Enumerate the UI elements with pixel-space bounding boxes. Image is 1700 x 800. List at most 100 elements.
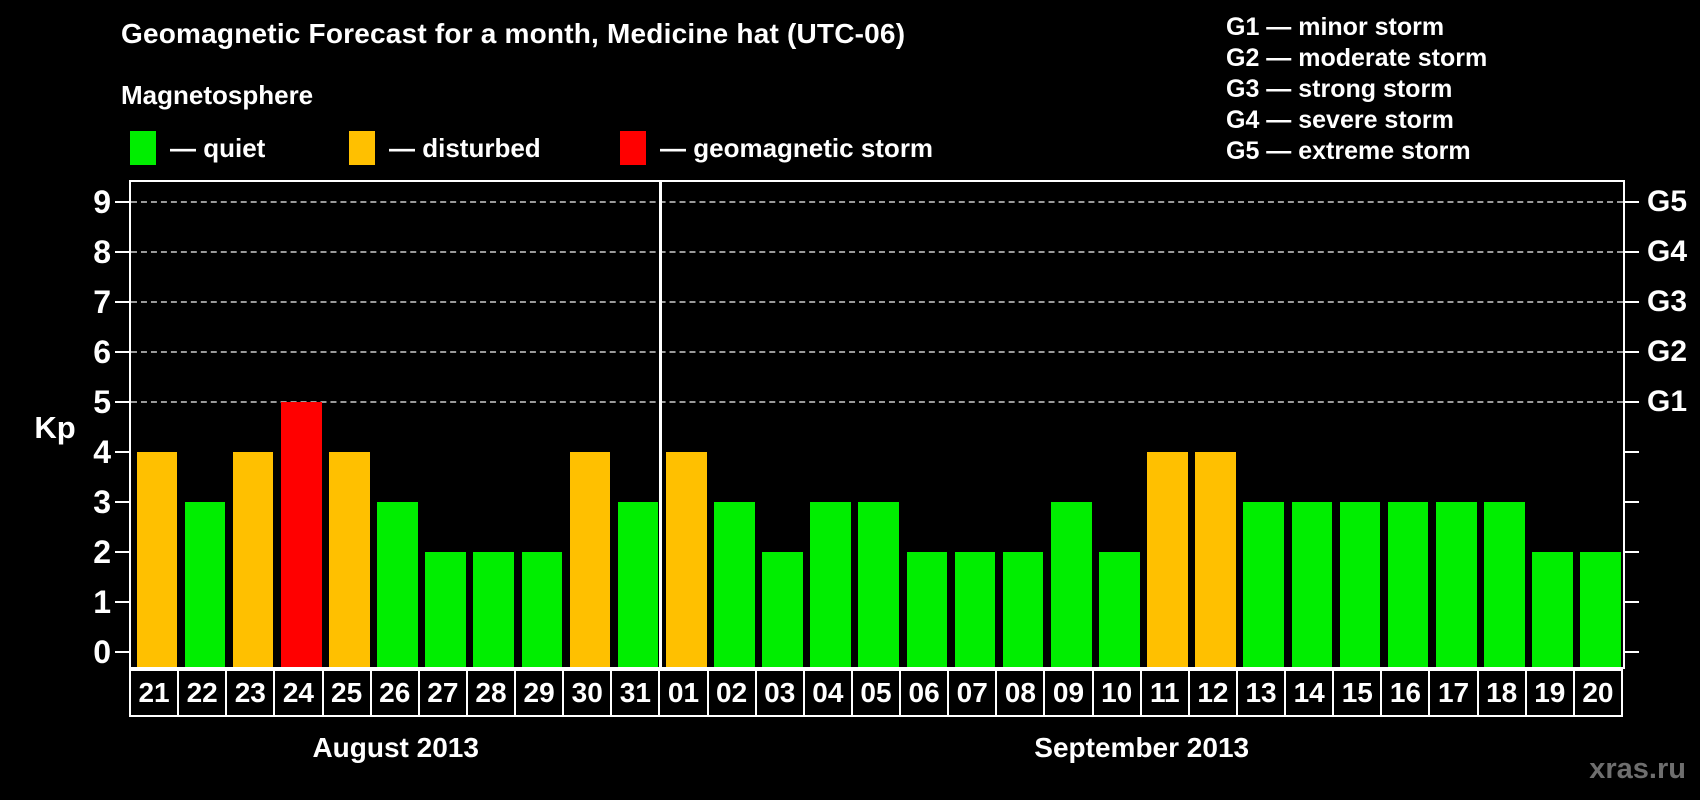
magnetosphere-label: Magnetosphere <box>121 80 314 110</box>
day-label: 02 <box>706 669 757 717</box>
day-label: 28 <box>465 669 517 717</box>
day-label: 20 <box>1572 669 1623 717</box>
legend-item-quiet: — quiet <box>130 131 265 165</box>
kp-bar-27 <box>425 552 466 667</box>
day-label: 07 <box>947 669 998 717</box>
day-label: 22 <box>177 669 228 717</box>
y-tick-label: 0 <box>93 634 111 670</box>
g-level-label: G3 <box>1647 285 1688 318</box>
kp-6-gridline <box>131 351 1623 353</box>
kp-bar-08 <box>1002 552 1044 667</box>
y-axis-tick <box>115 301 129 303</box>
g-level-label: G5 <box>1647 185 1688 218</box>
storm-swatch <box>620 131 646 165</box>
watermark: xras.ru <box>1589 753 1686 785</box>
disturbed-swatch <box>349 131 375 165</box>
kp-bar-05 <box>858 502 900 667</box>
y-tick-label: 1 <box>93 584 111 620</box>
right-axis-tick <box>1625 351 1639 353</box>
page-title: Geomagnetic Forecast for a month, Medici… <box>121 18 906 49</box>
y-axis-tick <box>115 601 129 603</box>
right-axis-tick <box>1625 601 1639 603</box>
y-tick-label: 9 <box>93 184 111 220</box>
day-label: 01 <box>658 669 709 717</box>
legend-label-quiet: — quiet <box>170 132 266 163</box>
y-axis-tick <box>115 201 129 203</box>
kp-bar-16 <box>1387 502 1429 667</box>
kp-bar-25 <box>329 452 370 667</box>
kp-bar-22 <box>184 502 226 667</box>
day-label: 27 <box>417 669 468 717</box>
y-axis-tick <box>115 351 129 353</box>
day-label: 25 <box>321 669 372 717</box>
kp-8-gridline <box>131 251 1623 253</box>
legend-label-disturbed: — disturbed <box>389 132 541 163</box>
quiet-swatch <box>130 131 156 165</box>
kp-bar-18 <box>1484 502 1525 667</box>
g3-legend-line: G3 — strong storm <box>1226 75 1453 103</box>
kp-5-gridline <box>131 401 1623 403</box>
kp-bar-04 <box>810 502 851 667</box>
right-axis-tick <box>1625 501 1639 503</box>
day-label: 12 <box>1187 669 1238 717</box>
kp-bar-02 <box>714 502 755 667</box>
legend-item-storm: — geomagnetic storm <box>620 131 933 165</box>
day-label: 19 <box>1524 669 1575 717</box>
legend-label-storm: — geomagnetic storm <box>660 132 934 163</box>
legend-item-disturbed: — disturbed <box>349 131 541 165</box>
right-axis-tick <box>1625 451 1639 453</box>
right-axis-tick <box>1625 551 1639 553</box>
kp-bar-28 <box>473 552 515 667</box>
y-tick-label: 5 <box>93 384 111 420</box>
chart-area: Kp 0 1 2 3 4 5 6 7 8 9 G1 G2 G3 G4 G5 21 22 23 24 25 26 27 28… <box>34 180 1687 800</box>
kp-bar-17 <box>1435 502 1477 667</box>
day-label: 17 <box>1428 669 1479 717</box>
g-level-label: G1 <box>1647 385 1688 418</box>
day-label: 24 <box>273 669 324 717</box>
kp-bar-09 <box>1050 502 1092 667</box>
day-label: 31 <box>610 669 661 717</box>
right-axis-tick <box>1625 401 1639 403</box>
day-label: 23 <box>225 669 276 717</box>
kp-bar-13 <box>1243 502 1285 667</box>
g4-legend-line: G4 — severe storm <box>1226 106 1454 134</box>
g-level-label: G4 <box>1647 235 1688 268</box>
kp-bar-26 <box>377 502 418 667</box>
day-label: 26 <box>369 669 420 717</box>
day-label: 10 <box>1091 669 1142 717</box>
right-axis-tick <box>1625 201 1639 203</box>
kp-axis-label: Kp <box>34 410 76 445</box>
day-label: 05 <box>850 669 902 717</box>
g5-legend-line: G5 — extreme storm <box>1226 137 1471 165</box>
kp-bar-29 <box>521 552 563 667</box>
month-boundary-line <box>658 182 662 667</box>
right-axis-tick <box>1625 651 1639 653</box>
kp-bar-06 <box>906 552 948 667</box>
day-label: 16 <box>1380 669 1431 717</box>
y-axis-tick <box>115 451 129 453</box>
day-label: 04 <box>802 669 853 717</box>
day-label: 03 <box>754 669 805 717</box>
kp-7-gridline <box>131 301 1623 303</box>
y-tick-label: 6 <box>93 334 111 370</box>
g-scale-legend: G1 — minor storm G2 — moderate storm G3 … <box>1226 12 1487 167</box>
y-tick-label: 7 <box>93 284 111 320</box>
kp-bar-30 <box>569 452 611 667</box>
g1-legend-line: G1 — minor storm <box>1226 13 1445 41</box>
kp-bar-07 <box>954 552 996 667</box>
day-label: 06 <box>899 669 950 717</box>
day-label: 13 <box>1235 669 1287 717</box>
month-label-august: August 2013 <box>312 732 479 763</box>
day-label: 14 <box>1284 669 1335 717</box>
y-tick-label: 4 <box>93 434 111 470</box>
kp-bar-03 <box>762 552 803 667</box>
kp-bar-20 <box>1580 552 1621 667</box>
kp-bar-14 <box>1291 502 1333 667</box>
right-axis-tick <box>1625 301 1639 303</box>
kp-bar-10 <box>1099 552 1140 667</box>
kp-bar-01 <box>665 452 707 667</box>
day-label: 09 <box>1043 669 1094 717</box>
kp-9-gridline <box>131 201 1623 203</box>
y-tick-label: 2 <box>93 534 111 570</box>
